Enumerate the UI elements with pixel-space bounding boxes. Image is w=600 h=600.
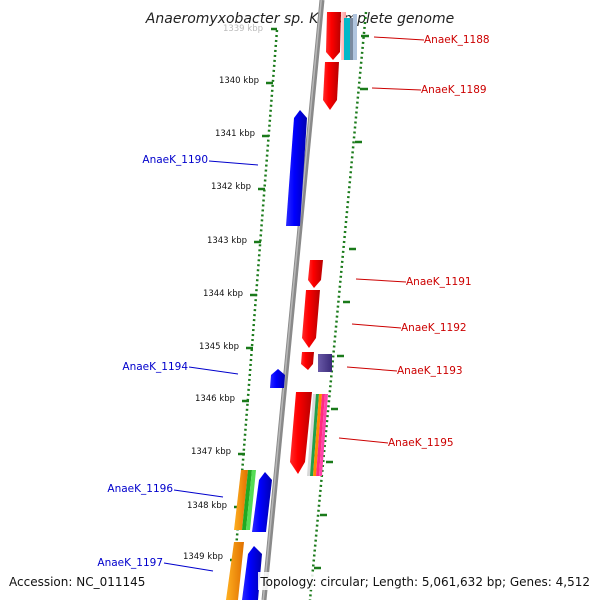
- kbp-label-1347: 1347 kbp: [191, 447, 231, 457]
- gene-block-1188[interactable]: [326, 12, 357, 60]
- kbp-label-1342: 1342 kbp: [211, 182, 251, 192]
- kbp-label-1349: 1349 kbp: [183, 552, 223, 562]
- gene-label-1191[interactable]: AnaeK_1191: [406, 276, 472, 288]
- kbp-label-1343: 1343 kbp: [207, 236, 247, 246]
- gene-label-1192[interactable]: AnaeK_1192: [401, 322, 467, 334]
- kbp-label-1348: 1348 kbp: [187, 501, 227, 511]
- gene-block-1197[interactable]: [226, 542, 262, 600]
- genome-backbone: [261, 0, 325, 600]
- outer-dotted-track: [308, 11, 368, 600]
- gene-label-1188[interactable]: AnaeK_1188: [424, 34, 490, 46]
- genome-summary-text: Topology: circular; Length: 5,061,632 bp…: [259, 575, 590, 589]
- gene-label-1189[interactable]: AnaeK_1189: [421, 84, 487, 96]
- gene-label-1193[interactable]: AnaeK_1193: [397, 365, 463, 377]
- kbp-label-1345: 1345 kbp: [199, 342, 239, 352]
- gene-label-1195[interactable]: AnaeK_1195: [388, 437, 454, 449]
- gene-block-1195[interactable]: [290, 392, 328, 476]
- gene-block-1191[interactable]: [308, 260, 323, 288]
- gene-block-1196[interactable]: [234, 470, 272, 532]
- kbp-label-1346: 1346 kbp: [195, 394, 235, 404]
- kbp-label-1340: 1340 kbp: [219, 76, 259, 86]
- map-title: Anaeromyxobacter sp. K, complete genome: [145, 11, 454, 27]
- kbp-label-1344: 1344 kbp: [203, 289, 243, 299]
- gene-label-1197[interactable]: AnaeK_1197: [97, 557, 163, 569]
- gene-block-1194[interactable]: [270, 369, 285, 388]
- gene-block-1192[interactable]: [302, 290, 320, 348]
- gene-label-1196[interactable]: AnaeK_1196: [107, 483, 173, 495]
- gene-block-1189[interactable]: [323, 62, 339, 110]
- outer-track-ticks: [314, 34, 369, 570]
- accession-text: Accession: NC_011145: [9, 575, 145, 589]
- gene-label-1190[interactable]: AnaeK_1190: [142, 154, 208, 166]
- gene-block-1193[interactable]: [301, 352, 332, 372]
- kbp-label-partial: 1339 kbp: [223, 24, 263, 34]
- kbp-label-1341: 1341 kbp: [215, 129, 255, 139]
- gene-label-1194[interactable]: AnaeK_1194: [122, 361, 188, 373]
- gene-block-1190[interactable]: [286, 110, 307, 226]
